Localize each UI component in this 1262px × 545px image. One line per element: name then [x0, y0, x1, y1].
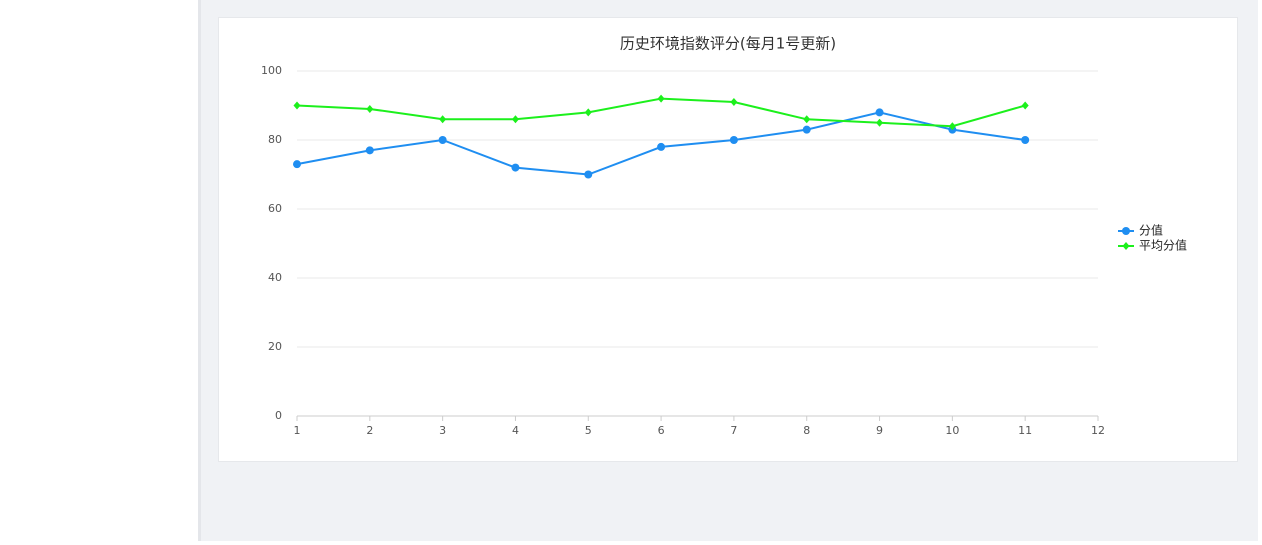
y-tick-label: 60: [268, 202, 282, 215]
data-point: [1021, 136, 1030, 144]
data-point: [657, 142, 666, 151]
x-tick-label: 11: [1018, 424, 1032, 437]
y-tick-label: 80: [268, 133, 282, 146]
chart-title: 历史环境指数评分(每月1号更新): [620, 35, 836, 53]
y-tick-label: 40: [268, 271, 282, 284]
data-point: [657, 94, 665, 103]
x-tick-label: 9: [876, 424, 883, 437]
x-tick-label: 1: [294, 424, 301, 437]
y-tick-label: 0: [275, 409, 282, 422]
data-point: [365, 146, 374, 155]
legend-marker: [1122, 227, 1130, 235]
data-point: [293, 101, 301, 110]
x-tick-label: 10: [945, 424, 959, 437]
x-tick-label: 8: [803, 424, 810, 437]
data-point: [511, 115, 519, 124]
data-point: [511, 163, 520, 172]
data-point: [1021, 101, 1029, 110]
data-point: [366, 104, 374, 113]
x-tick-label: 7: [730, 424, 737, 437]
sidebar-border: [198, 0, 201, 541]
data-point: [584, 108, 592, 117]
data-point: [802, 125, 811, 134]
data-point: [293, 160, 301, 169]
data-point: [584, 170, 593, 179]
data-point: [730, 98, 738, 107]
data-point: [439, 115, 447, 124]
x-tick-label: 5: [585, 424, 592, 437]
data-point: [729, 136, 738, 144]
data-point: [876, 118, 884, 127]
data-point: [803, 115, 811, 124]
y-tick-label: 20: [268, 340, 282, 353]
data-point: [948, 122, 956, 131]
x-tick-label: 6: [658, 424, 665, 437]
y-tick-label: 100: [261, 64, 282, 77]
data-point: [875, 108, 884, 117]
data-point: [438, 136, 447, 144]
x-tick-label: 4: [512, 424, 519, 437]
x-tick-label: 3: [439, 424, 446, 437]
legend-label: 分值: [1139, 223, 1163, 238]
legend-label: 平均分值: [1139, 238, 1187, 253]
x-tick-label: 2: [366, 424, 373, 437]
chart-card: [218, 17, 1238, 462]
legend-marker: [1122, 242, 1130, 250]
x-tick-label: 12: [1091, 424, 1105, 437]
